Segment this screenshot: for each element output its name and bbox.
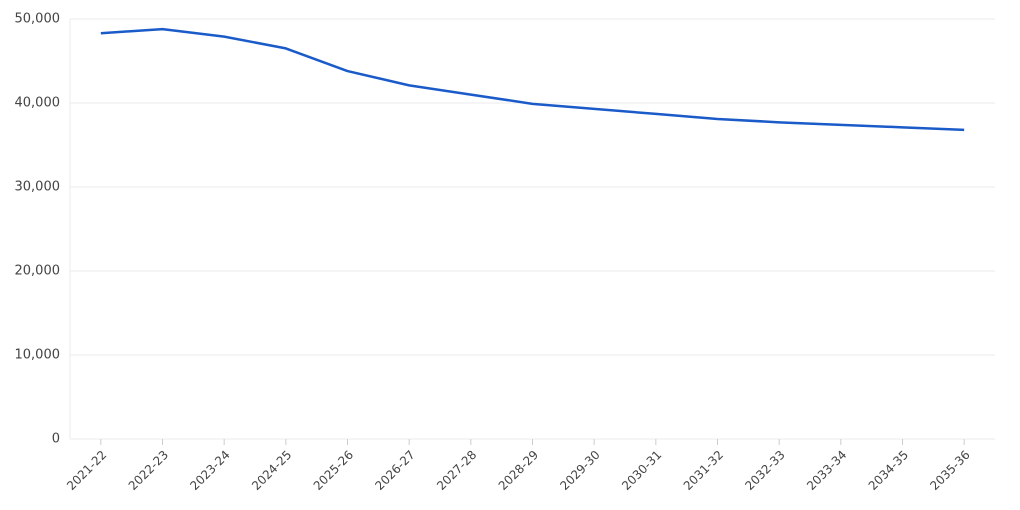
x-tick-label: 2025-26 <box>311 448 356 493</box>
y-tick-label: 30,000 <box>15 180 61 195</box>
x-tick-label: 2030-31 <box>619 448 664 493</box>
y-tick-label: 40,000 <box>15 96 61 111</box>
x-tick-label: 2027-28 <box>434 448 479 493</box>
x-tick-label: 2032-33 <box>742 448 787 493</box>
y-tick-label: 10,000 <box>15 348 61 363</box>
y-tick-label: 20,000 <box>15 264 61 279</box>
y-tick-label: 50,000 <box>15 12 61 27</box>
y-tick-label: 0 <box>52 432 60 447</box>
x-tick-label: 2023-24 <box>187 448 232 493</box>
x-tick-label: 2022-23 <box>126 448 171 493</box>
x-tick-label: 2021-22 <box>64 448 109 493</box>
x-tick-label: 2034-35 <box>866 448 911 493</box>
x-tick-label: 2033-34 <box>804 448 849 493</box>
x-tick-label: 2028-29 <box>496 448 541 493</box>
x-tick-label: 2024-25 <box>249 448 294 493</box>
x-tick-label: 2026-27 <box>372 448 417 493</box>
x-tick-label: 2031-32 <box>681 448 726 493</box>
x-tick-label: 2035-36 <box>927 448 972 493</box>
x-tick-label: 2029-30 <box>557 448 602 493</box>
line-series <box>100 27 965 132</box>
